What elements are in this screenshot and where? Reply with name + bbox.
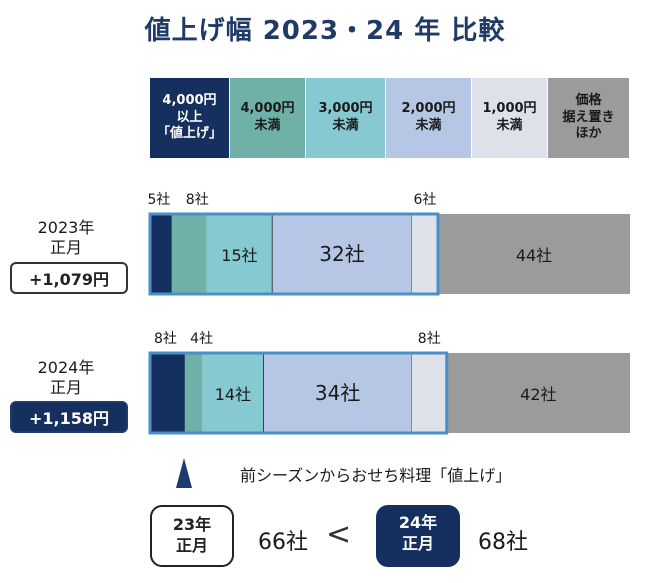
chart-legend: 4,000円 以上 「値上げ」 4,000円 未満 3,000円 未満 2,000円 … (150, 78, 630, 158)
bar-segment (438, 214, 630, 294)
bar-value-label: 44社 (516, 246, 552, 265)
bar-value-label: 14社 (215, 385, 251, 404)
bar-segment (202, 353, 264, 433)
bar-segment (411, 214, 438, 294)
chart-title: 値上げ幅 2023・24 年 比較 (144, 16, 506, 46)
bar-value-label: 15社 (221, 246, 257, 265)
increase-arrow: < (326, 517, 351, 552)
bar-value-label: 4社 (190, 331, 213, 347)
legend-item: 1,000円 未満 (472, 78, 548, 158)
legend-item: 価格 据え置き ほか (548, 78, 630, 158)
row-label-2023: 2023年 正月 (37, 218, 95, 257)
legend-item: 4,000円 以上 「値上げ」 (150, 78, 230, 158)
bar-segment (184, 353, 203, 433)
bar-segment (171, 214, 207, 294)
delta-badge-2023: +1,079円 (10, 262, 128, 294)
bar-value-label: 8社 (154, 331, 177, 347)
increase-highlight (148, 212, 440, 296)
bar-value-label: 5社 (147, 192, 170, 208)
comparison-note: 前シーズンからおせち料理「値上げ」 (240, 466, 512, 485)
bar-value-label: 32社 (319, 242, 364, 266)
legend-item: 2,000円 未満 (386, 78, 472, 158)
prev-year-count: 66社 (258, 530, 308, 555)
bar-segment (271, 213, 413, 295)
legend-item: 4,000円 未満 (230, 78, 306, 158)
bar-segment (150, 353, 185, 433)
pointer-triangle (176, 458, 192, 488)
bar-value-label: 8社 (418, 331, 441, 347)
bar-value-label: 6社 (413, 192, 436, 208)
bar-segment (150, 214, 172, 294)
bar-segment (446, 353, 630, 433)
prev-year-box: 23年 正月 (150, 505, 234, 567)
increase-highlight (148, 351, 449, 435)
bar-value-label: 42社 (520, 385, 556, 404)
bar-segment (411, 353, 447, 433)
bar-value-label: 8社 (186, 192, 209, 208)
curr-year-count: 68社 (478, 530, 528, 555)
curr-year-box: 24年 正月 (376, 505, 460, 567)
row-label-2024: 2024年 正月 (37, 358, 95, 397)
legend-item: 3,000円 未満 (306, 78, 386, 158)
delta-badge-2024: +1,158円 (10, 401, 128, 433)
bar-value-label: 34社 (315, 381, 360, 405)
bar-segment (206, 214, 273, 294)
